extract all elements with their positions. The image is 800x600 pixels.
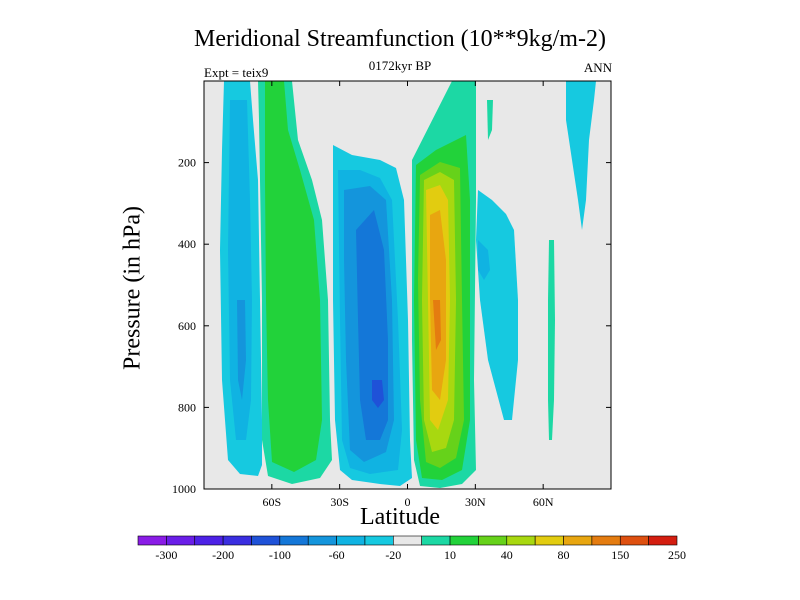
contour-fills [220,81,596,488]
y-tick-label: 600 [178,319,196,333]
x-tick-label: 60N [533,495,554,509]
contour-70s-core [237,300,246,400]
colorbar-label: 250 [668,548,686,562]
contour-70s-inner [228,100,252,440]
colorbar-swatch [166,535,196,546]
colorbar-label: 150 [611,548,629,562]
x-tick-label: 30S [330,495,349,509]
colorbar-swatch [194,535,224,546]
x-axis-label: Latitude [360,504,440,530]
colorbar-swatch [421,535,451,546]
colorbar-swatch [648,535,678,546]
contour-35n-streak [487,100,493,140]
colorbar-swatch [307,535,337,546]
colorbar-swatch [506,535,536,546]
colorbar-swatch [478,535,508,546]
x-tick-label: 0 [405,495,411,509]
colorbar-swatch [222,535,252,546]
contour-60s-inner [265,81,322,472]
colorbar-label: -60 [329,548,345,562]
contour-30n-column-outer [476,190,518,420]
colorbar-swatch [393,535,422,546]
colorbar-swatch [364,535,394,546]
colorbar-swatch [279,535,309,546]
chart-title: Meridional Streamfunction (10**9kg/m-2) [194,26,606,52]
colorbar-swatch [563,535,593,546]
season-label: ANN [583,60,612,75]
colorbar-label: -20 [385,548,401,562]
colorbar-swatch [591,535,621,546]
colorbar-label: 40 [501,548,513,562]
colorbar-swatch [534,535,564,546]
contour-nh-cell-core [433,300,441,350]
colorbar-swatch [336,535,366,546]
colorbar-swatch [251,535,281,546]
y-axis-ticks: 200 400 600 800 1000 [172,156,611,496]
colorbar-label: 10 [444,548,456,562]
contour-60n-column [548,240,555,440]
x-axis-ticks: 60S 30S 0 30N 60N [262,81,554,509]
colorbar-swatch [137,535,167,546]
contour-sh-cell-core [372,380,384,408]
y-tick-label: 200 [178,156,196,170]
period-label: 0172kyr BP [368,58,432,73]
colorbar-label: -100 [269,548,291,562]
y-tick-label: 1000 [172,482,196,496]
contour-75n-column [566,81,596,230]
x-tick-label: 60S [262,495,281,509]
colorbar-label: -300 [155,548,177,562]
colorbar-swatch [619,535,649,546]
y-tick-label: 400 [178,237,196,251]
experiment-label: Expt = teix9 [204,65,269,80]
colorbar-swatch [449,535,479,546]
colorbar-label: -200 [212,548,234,562]
colorbar: -300 -200 -100 -60 -20 10 40 80 150 250 [137,535,686,562]
x-tick-label: 30N [465,495,486,509]
colorbar-label: 80 [558,548,570,562]
y-tick-label: 800 [178,400,196,414]
contour-30n-column-inner [478,240,490,280]
